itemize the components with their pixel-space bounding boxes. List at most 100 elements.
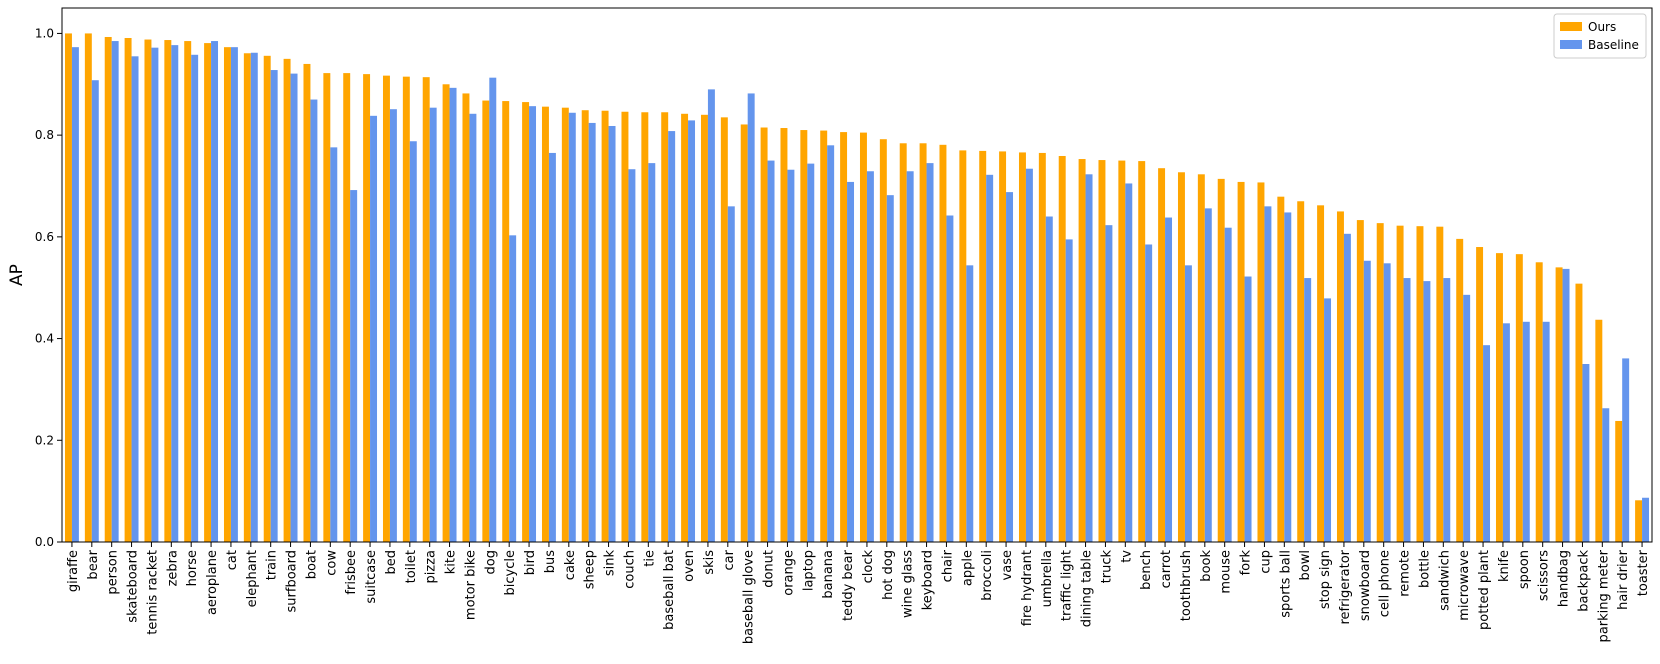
- bar: [1383, 263, 1391, 542]
- bar: [800, 130, 808, 543]
- bar: [1224, 227, 1232, 542]
- x-tick-label: vase: [1000, 550, 1015, 580]
- x-tick-label: toaster: [1636, 549, 1651, 596]
- y-tick-label: 0.8: [35, 128, 54, 142]
- x-tick-label: cup: [1258, 550, 1273, 574]
- bar: [1317, 205, 1325, 542]
- bar: [1025, 168, 1033, 543]
- bar: [919, 143, 927, 542]
- bar: [700, 114, 708, 543]
- x-tick-label: cat: [225, 550, 240, 570]
- bar: [1257, 182, 1265, 542]
- bar: [1403, 278, 1411, 542]
- bar: [509, 235, 517, 542]
- x-tick-label: skis: [702, 550, 717, 575]
- bar: [263, 55, 271, 542]
- bar: [1098, 160, 1106, 542]
- bar: [462, 93, 470, 542]
- bar: [402, 76, 410, 543]
- bar: [899, 143, 907, 542]
- x-tick-label: wine glass: [901, 550, 916, 618]
- bar: [363, 74, 371, 542]
- bar: [204, 43, 212, 542]
- legend: Ours Baseline: [1553, 13, 1647, 59]
- x-tick-label: sandwich: [1437, 550, 1452, 611]
- bar: [1078, 159, 1086, 542]
- bar: [1145, 244, 1153, 542]
- bar: [886, 195, 894, 542]
- x-tick-label: sports ball: [1278, 550, 1293, 618]
- x-tick-label: scissors: [1537, 550, 1552, 601]
- bar: [1045, 216, 1053, 542]
- bar: [1038, 152, 1046, 542]
- x-tick-label: toilet: [404, 550, 419, 583]
- bar: [422, 77, 430, 542]
- bar: [820, 130, 828, 542]
- x-tick-label: pizza: [424, 550, 439, 583]
- x-tick-label: skateboard: [126, 550, 141, 623]
- x-tick-label: suitcase: [364, 550, 379, 604]
- bar: [429, 107, 437, 543]
- bar: [1622, 358, 1630, 542]
- bar: [389, 109, 397, 542]
- x-tick-label: surfboard: [285, 550, 300, 612]
- bar: [999, 151, 1007, 542]
- x-tick-label: spoon: [1517, 550, 1532, 589]
- x-tick-label: motor bike: [463, 550, 478, 620]
- bar: [1582, 364, 1590, 542]
- bar: [1423, 281, 1431, 542]
- x-tick-label: dining table: [1080, 550, 1095, 627]
- bar: [104, 36, 112, 542]
- bar: [151, 47, 159, 542]
- x-tick-label: book: [1199, 550, 1214, 582]
- bar: [787, 169, 795, 542]
- bar: [1304, 278, 1312, 542]
- bar: [720, 117, 728, 542]
- bar: [926, 163, 934, 542]
- x-tick-label: orange: [781, 550, 796, 596]
- bar: [1217, 178, 1225, 542]
- x-tick-label: remote: [1398, 550, 1413, 597]
- bar: [310, 99, 318, 543]
- bar: [661, 112, 669, 542]
- x-tick-label: kite: [444, 550, 459, 574]
- x-tick-label: handbag: [1557, 550, 1572, 607]
- bar: [171, 45, 179, 543]
- bar: [827, 145, 835, 543]
- bar: [529, 106, 537, 542]
- bar: [581, 110, 589, 543]
- x-tick-label: zebra: [165, 550, 180, 586]
- bar: [767, 160, 775, 543]
- x-tick-label: cake: [563, 550, 578, 580]
- bar: [1277, 196, 1285, 542]
- bar: [1105, 225, 1113, 542]
- x-tick-label: couch: [622, 550, 637, 589]
- bar: [859, 132, 867, 542]
- bar: [230, 47, 238, 542]
- bar: [1177, 172, 1185, 543]
- x-tick-label: bird: [523, 550, 538, 575]
- bar: [946, 215, 954, 543]
- bar: [250, 52, 258, 543]
- bar: [727, 206, 735, 543]
- x-tick-label: bottle: [1417, 550, 1432, 588]
- bar: [1595, 319, 1603, 542]
- x-tick-label: bicycle: [503, 550, 518, 595]
- bar: [489, 77, 497, 542]
- bar: [628, 169, 636, 542]
- bar: [290, 73, 298, 542]
- x-tick-label: chair: [940, 549, 955, 582]
- bar: [601, 110, 609, 542]
- bar: [668, 131, 676, 542]
- bar: [270, 70, 278, 542]
- bar: [1158, 168, 1166, 542]
- bar: [502, 101, 510, 542]
- bar: [482, 100, 490, 542]
- x-tick-label: horse: [185, 550, 200, 586]
- bar: [1006, 192, 1014, 543]
- x-tick-label: mouse: [1219, 550, 1234, 594]
- bar: [64, 33, 72, 543]
- bar: [548, 152, 556, 542]
- x-tick-label: laptop: [801, 550, 816, 591]
